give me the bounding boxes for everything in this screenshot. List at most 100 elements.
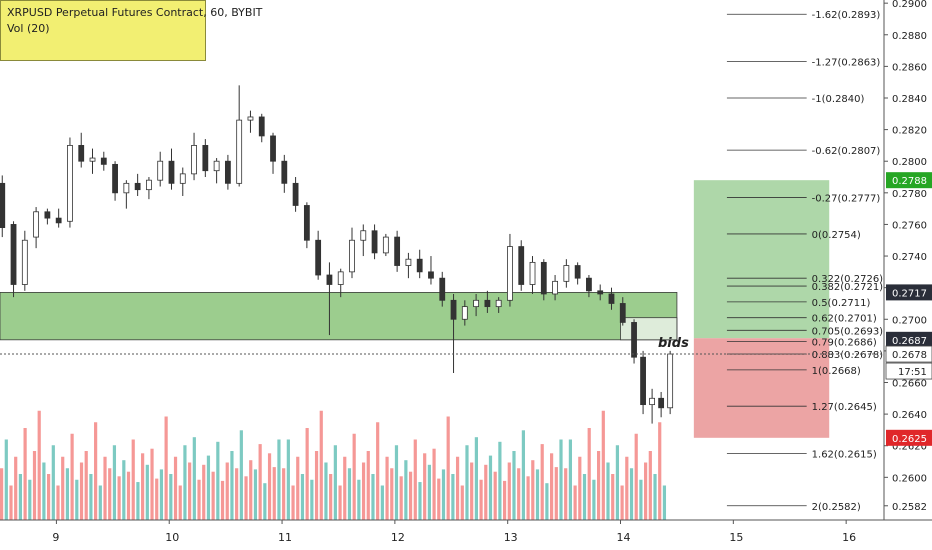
volume-bar (136, 482, 140, 520)
volume-bar (484, 464, 488, 520)
candle (529, 256, 536, 294)
candle-up (529, 261, 536, 285)
volume-bar (258, 444, 262, 520)
price-tick-label: 0.2780 (892, 189, 927, 200)
volume-bar (84, 451, 88, 520)
volume-bar (592, 479, 596, 520)
fib-label: -0.62(0.2807) (812, 146, 881, 157)
candle (67, 137, 73, 228)
candle-up (146, 179, 152, 191)
candle (292, 177, 299, 212)
volume-bar (611, 474, 615, 520)
volume-bar (535, 469, 540, 520)
candle (33, 207, 40, 249)
candle (371, 224, 378, 260)
fib-level: 0.322(0.2726) (726, 274, 883, 285)
volume-bar (517, 468, 521, 520)
volume-bar (108, 468, 112, 520)
volume-bar (192, 437, 196, 520)
candle (55, 208, 62, 228)
candle-down (428, 271, 434, 279)
candle (563, 259, 570, 288)
price-axis[interactable]: 0.2900 0.2880 0.2860 0.2840 0.2820 0.2800 0.27… (883, 0, 932, 550)
candle-up (21, 239, 28, 285)
symbol-title: XRPUSD Perpetual Futures Contract, 60, B… (7, 6, 263, 19)
candle (236, 85, 243, 187)
volume-bar (606, 462, 610, 520)
fib-level: 1.27(0.2645) (726, 402, 877, 413)
fib-level: -1.62(0.2893) (726, 10, 880, 21)
candle-up (123, 182, 130, 194)
candle-up (649, 397, 656, 406)
candle-down (658, 397, 665, 409)
price-badge-bg (886, 429, 932, 446)
candle (574, 262, 581, 285)
candle (586, 275, 592, 298)
candle-up (461, 306, 468, 320)
candle-down (78, 145, 85, 162)
volume-bar (159, 469, 164, 520)
volume-bar (343, 456, 347, 520)
candle-down (326, 274, 333, 285)
volume-bar (451, 474, 455, 520)
volume-bar (644, 462, 648, 520)
volume-bar (235, 468, 239, 520)
price-badge: 0.2717 (886, 284, 932, 301)
volume-bar (545, 483, 549, 520)
price-tick-label: 0.2900 (892, 0, 927, 10)
volume-bar (441, 469, 446, 520)
time-tick-label: 15 (729, 531, 743, 544)
candle (179, 167, 186, 196)
candle (631, 319, 637, 364)
candle-up (563, 265, 570, 282)
price-tick-label: 0.2640 (892, 410, 927, 421)
volume-bar (615, 445, 620, 520)
volume-bar (526, 476, 530, 520)
time-axis[interactable]: 9 10 11 12 13 14 15 16 (0, 519, 932, 550)
volume-bar (399, 476, 403, 520)
candle-down (10, 224, 17, 285)
candle (473, 293, 480, 317)
volume-bar (211, 471, 215, 520)
volume-bar (376, 422, 380, 520)
fib-label: -1.27(0.2863) (812, 58, 881, 69)
candle-up (89, 157, 96, 162)
candle-up (507, 246, 513, 301)
volume-bar (333, 445, 337, 520)
time-tick-label: 9 (52, 531, 59, 544)
volume-bar (319, 410, 323, 520)
fib-layer[interactable]: -1.62(0.2893) -1.27(0.2863) -1(0.2840) -0.6… (726, 10, 884, 513)
candle-up (495, 299, 502, 308)
volume-bar (408, 471, 413, 520)
volume-bar (352, 433, 356, 520)
candle-up (337, 271, 344, 285)
volume-bar (75, 479, 79, 520)
candle (640, 350, 646, 415)
candle-down (168, 160, 175, 184)
price-badge-bg (885, 345, 932, 363)
candle-down (540, 261, 547, 295)
fib-level: 0.382(0.2721) (726, 282, 883, 293)
volume-bar (498, 441, 502, 520)
volume-bar (249, 460, 253, 520)
price-tick-label: 0.2582 (892, 502, 927, 513)
volume-bar (554, 467, 558, 520)
price-tick-label: 0.2700 (892, 315, 927, 326)
candle (21, 230, 28, 291)
fib-label: 0.79(0.2686) (812, 337, 877, 348)
fib-label: 1(0.2668) (812, 366, 861, 377)
candle-down (439, 277, 446, 301)
volume-bar (502, 480, 507, 520)
volume-bar (70, 433, 74, 520)
candle-down (112, 163, 118, 194)
price-tick-label: 0.2660 (892, 378, 927, 389)
volume-bar (573, 485, 577, 520)
fib-level: 0.79(0.2686) (726, 337, 877, 348)
fib-label: 0.705(0.2693) (812, 326, 884, 337)
candle (518, 240, 525, 291)
volume-bar (282, 468, 286, 520)
candle-down (640, 356, 646, 406)
fib-label: 1.62(0.2615) (812, 450, 877, 461)
volume-bar (512, 451, 516, 520)
